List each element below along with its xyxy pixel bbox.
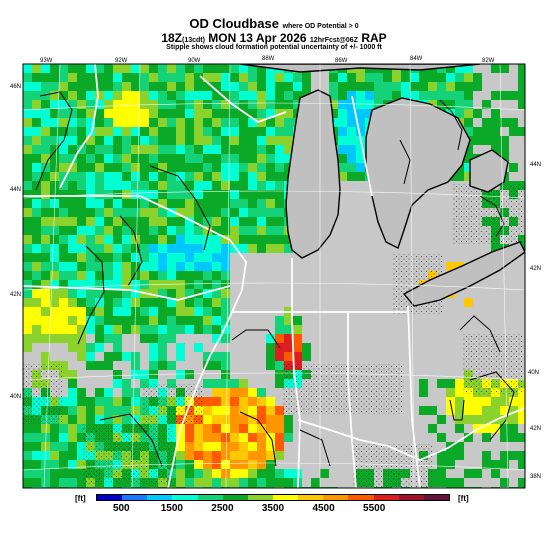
colorbar-swatch [197, 495, 223, 500]
colorbar-swatch [323, 495, 349, 500]
lon-label-88w: 88W [262, 56, 275, 62]
colorbar-label: 500 [112, 503, 130, 514]
lat-label-right-40n: 40N [528, 370, 540, 376]
lat-label-42n: 42N [10, 292, 22, 298]
valid-time: 18Z [161, 31, 182, 45]
title-note: where OD Potential > 0 [282, 23, 359, 30]
lon-label-82w: 82W [482, 58, 495, 64]
lake-erie [402, 241, 525, 307]
stipple-areas [23, 184, 523, 488]
valid-time-line: 18Z(13cdt) MON 13 Apr 2026 12hrFcst@06Z … [0, 31, 548, 45]
units-left: [ft] [75, 494, 86, 503]
lat-label-right-42n: 42N [530, 266, 542, 272]
local-time: (13cdt) [182, 37, 205, 44]
lon-label-92w: 92W [115, 58, 128, 64]
lat-label-40n: 40N [10, 394, 22, 400]
colorbar-swatch [272, 495, 299, 500]
colorbar-swatch [373, 495, 399, 500]
colorbar-swatch [298, 495, 324, 500]
units-right: [ft] [458, 494, 469, 503]
model-name: RAP [361, 31, 387, 45]
colorbar-swatch [147, 495, 173, 500]
lon-label-84w: 84W [410, 56, 423, 62]
colorbar-swatch [398, 495, 424, 500]
lake-michigan [285, 89, 341, 259]
lat-label-46n: 46N [10, 84, 22, 90]
forecast-info: 12hrFcst@06Z [309, 37, 358, 44]
contour-lines [35, 91, 515, 467]
lat-label-right-44n: 44N [530, 162, 542, 168]
colorbar-label: 2500 [211, 503, 234, 514]
colorbar-swatch [247, 495, 273, 500]
map-frame [22, 63, 526, 489]
lat-label-44n: 44N [10, 187, 22, 193]
valid-date: MON 13 Apr 2026 [208, 31, 307, 45]
lat-label-right-38n: 38N [530, 474, 542, 480]
colorbar-swatch [172, 495, 198, 500]
colorbar-swatch [222, 495, 248, 500]
lat-label-right-extra: 42N [530, 426, 542, 432]
chart-title: OD Cloudbase where OD Potential > 0 [0, 16, 548, 31]
state-borders [23, 64, 525, 488]
lake-superior [239, 64, 481, 73]
stipple-note: Stipple shows cloud formation potential … [166, 44, 382, 51]
colorbar-label: 5500 [363, 503, 386, 514]
colorbar-label: 1500 [160, 503, 183, 514]
colorbar [96, 494, 450, 501]
colorbar-swatch [348, 495, 374, 500]
lon-label-86w: 86W [335, 58, 348, 64]
colorbar-swatch [97, 495, 123, 500]
colorbar-swatch [423, 495, 449, 500]
lon-label-93w: 93W [40, 58, 53, 64]
lon-label-90w: 90W [188, 58, 201, 64]
lat-lon-grid [23, 64, 525, 488]
title-main: OD Cloudbase [189, 16, 279, 31]
colorbar-swatch [122, 495, 148, 500]
georgian-bay [469, 149, 509, 193]
colorbar-label: 4500 [312, 503, 335, 514]
colorbar-label: 3500 [261, 503, 285, 514]
